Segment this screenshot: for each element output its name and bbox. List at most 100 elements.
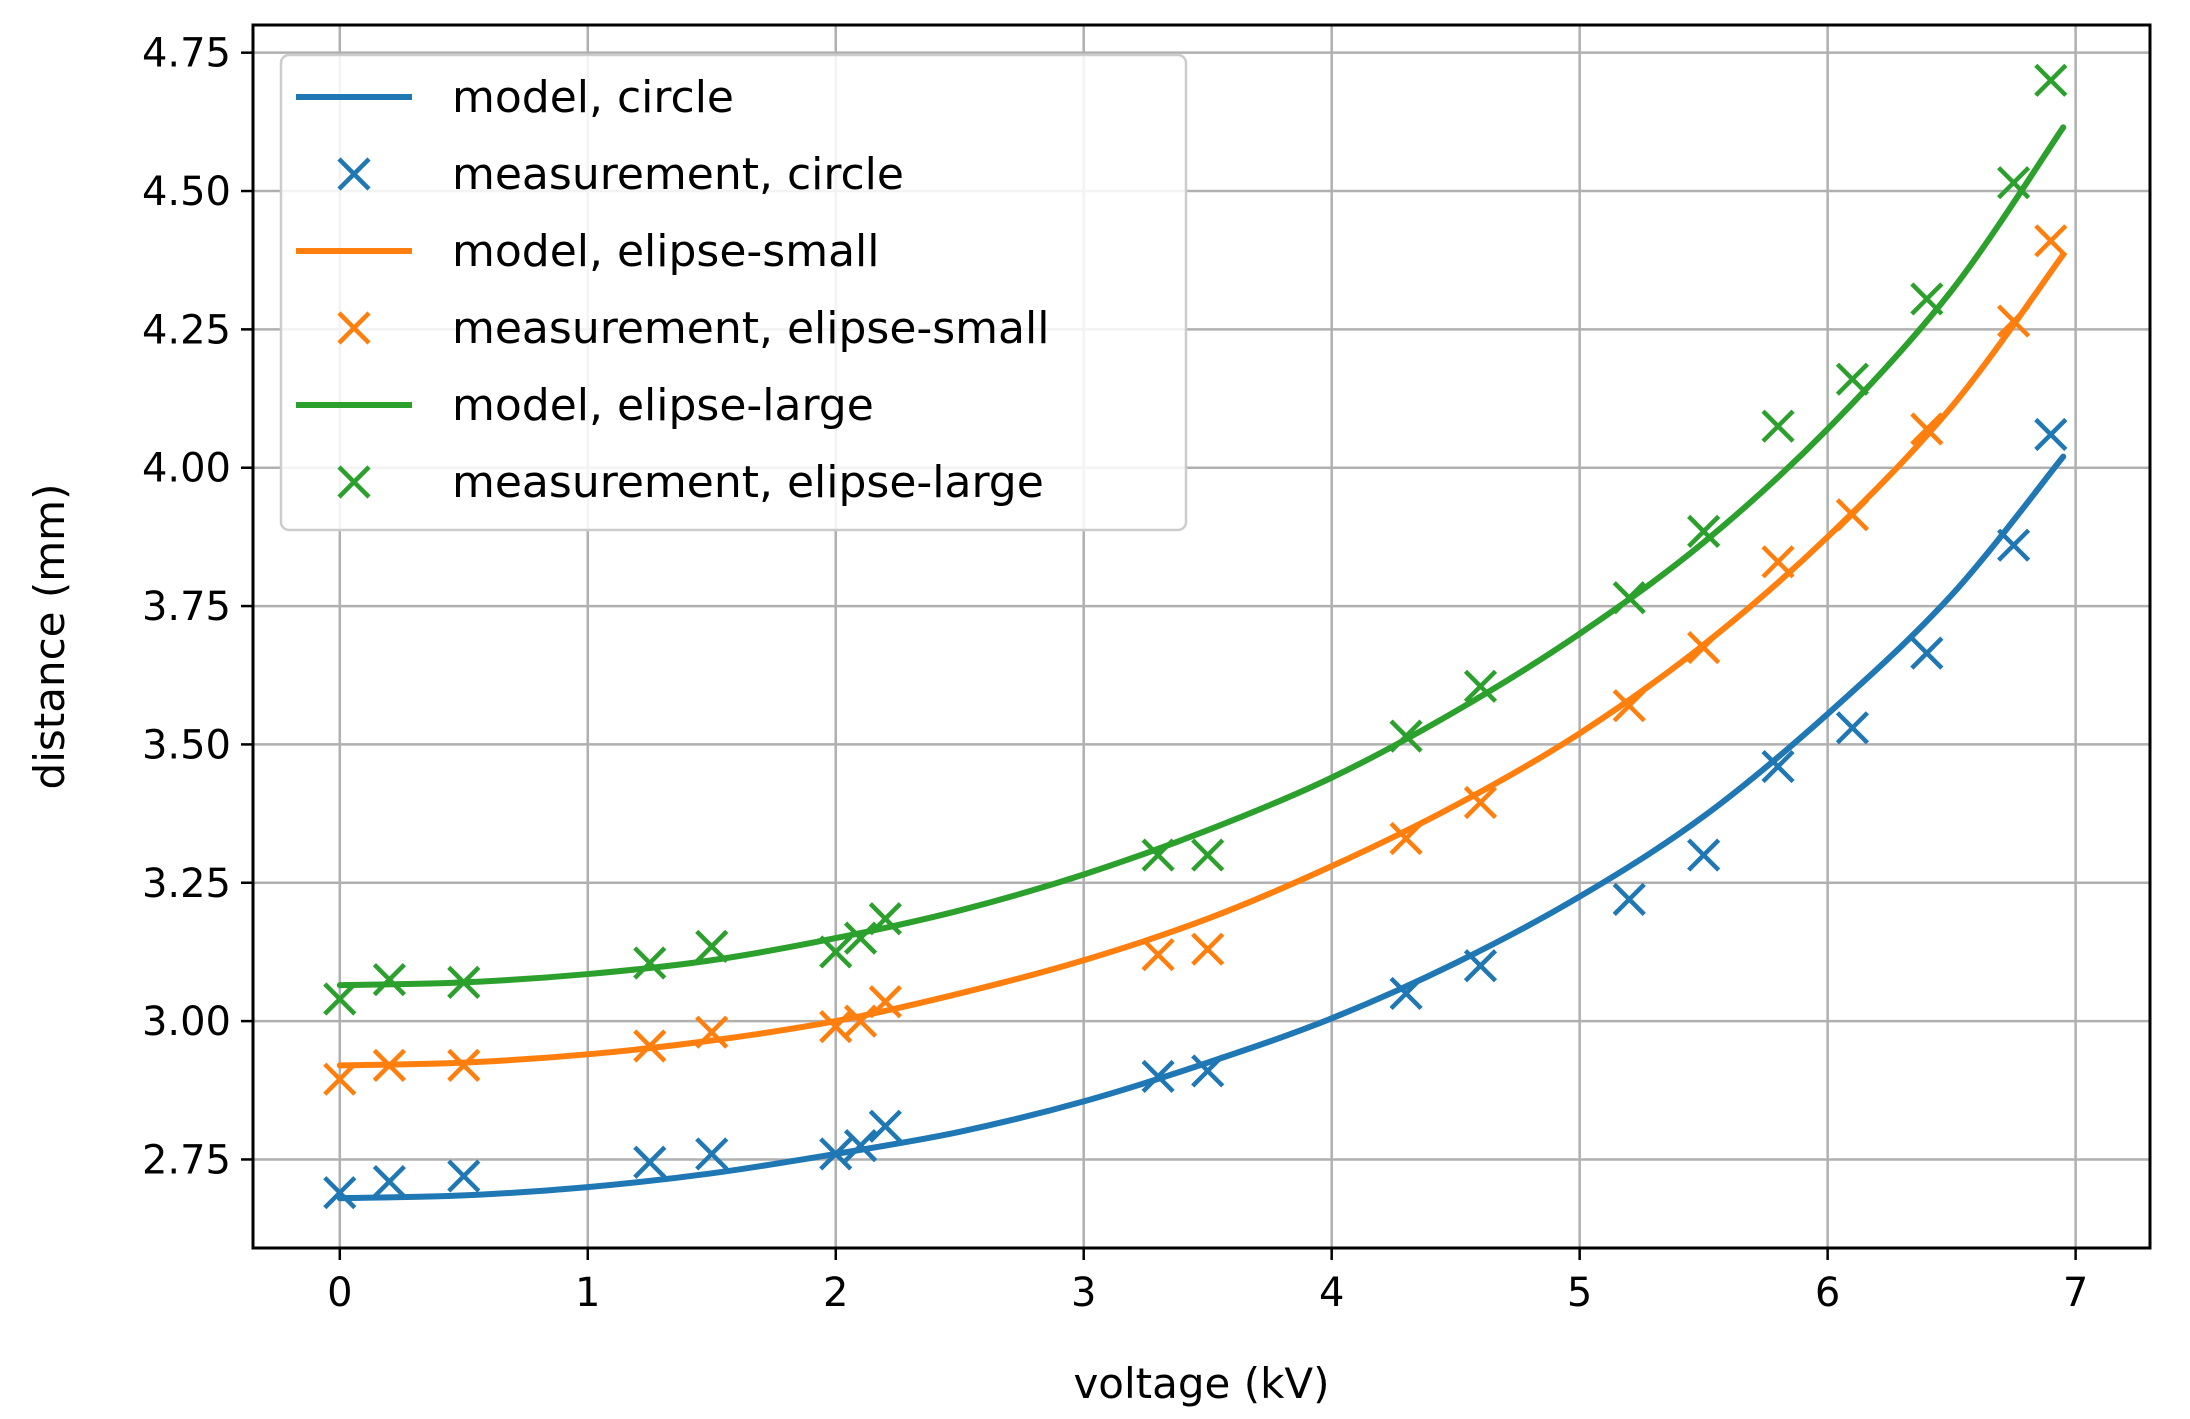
axis-ticks: 0 1 2 3 4 5 6 7 2.75 3.00 3.25 3.50 3.75 4.00 4.25 4.50… <box>142 31 2088 1316</box>
measurement-point-elipse-small <box>1389 821 1423 856</box>
legend-item: model, elipse-small <box>296 226 880 277</box>
model-line-elipse-large <box>336 124 2067 989</box>
measurement-point-elipse-small <box>843 1004 878 1038</box>
measurement-point-elipse-large <box>1612 581 1646 615</box>
measurement-point-circle <box>1389 976 1423 1011</box>
x-tick-label: 6 <box>1815 1270 1840 1316</box>
legend-item: measurement, circle <box>337 149 904 200</box>
x-tick-label: 2 <box>823 1270 848 1316</box>
x-tick-label: 0 <box>327 1270 352 1316</box>
x-tick-label: 5 <box>1567 1270 1592 1316</box>
measurement-point-circle <box>323 1176 357 1210</box>
x-tick-label: 4 <box>1319 1270 1344 1316</box>
measurement-point-circle <box>1910 636 1944 670</box>
y-tick-label: 3.00 <box>142 999 231 1045</box>
measurement-point-circle <box>819 1137 853 1171</box>
measurement-point-elipse-large <box>372 963 406 997</box>
measurement-point-elipse-large <box>695 929 729 963</box>
legend-marker-swatch <box>337 311 371 345</box>
series-elipse-small <box>323 224 2068 1096</box>
y-tick-label: 3.50 <box>142 722 231 768</box>
legend-item: measurement, elipse-small <box>337 303 1049 354</box>
legend-item: model, elipse-large <box>296 380 874 431</box>
y-tick-label: 3.25 <box>142 861 231 907</box>
legend-label: model, elipse-large <box>452 380 874 431</box>
measurement-point-elipse-large <box>1389 719 1423 753</box>
x-tick-label: 3 <box>1071 1270 1096 1316</box>
legend: model, circle measurement, circle model, e… <box>279 53 1188 532</box>
measurement-point-elipse-large <box>843 921 878 955</box>
measurement-point-elipse-small <box>1612 689 1646 723</box>
legend-label: model, elipse-small <box>452 226 880 277</box>
series-layer <box>323 63 2068 1210</box>
measurement-point-elipse-large <box>323 982 357 1016</box>
measurement-point-elipse-small <box>695 1015 729 1049</box>
measurement-point-elipse-small <box>2034 224 2068 258</box>
measurement-point-elipse-small <box>1910 412 1944 446</box>
measurement-point-circle <box>1761 749 1795 784</box>
measurement-point-circle <box>843 1129 878 1163</box>
y-axis-label: distance (mm) <box>25 484 74 790</box>
y-tick-label: 4.00 <box>142 446 231 492</box>
measurement-point-circle <box>1835 711 1870 745</box>
measurement-point-elipse-small <box>1835 498 1870 532</box>
measurement-point-elipse-small <box>1997 304 2031 338</box>
measurement-point-circle <box>868 1109 902 1143</box>
measurement-point-elipse-large <box>1463 669 1498 703</box>
measurement-point-circle <box>1141 1059 1175 1094</box>
measurement-point-circle <box>2034 417 2068 452</box>
measurement-point-elipse-large <box>633 946 667 980</box>
measurement-point-elipse-small <box>372 1048 406 1082</box>
x-tick-label: 1 <box>575 1270 600 1316</box>
measurement-point-elipse-small <box>1761 545 1795 579</box>
measurement-point-circle <box>1687 838 1721 872</box>
legend-label: measurement, circle <box>452 149 904 200</box>
measurement-point-elipse-large <box>1761 409 1795 443</box>
measurement-point-circle <box>447 1159 481 1193</box>
y-tick-label: 2.75 <box>142 1137 231 1183</box>
measurement-point-elipse-small <box>1463 785 1498 820</box>
measurement-point-elipse-large <box>1687 514 1721 548</box>
legend-marker-swatch <box>337 465 371 499</box>
measurement-point-elipse-large <box>1997 166 2031 200</box>
measurement-point-elipse-small <box>1191 932 1225 966</box>
measurement-point-elipse-small <box>819 1010 853 1044</box>
legend-item: model, circle <box>296 72 734 123</box>
x-tick-label: 7 <box>2063 1270 2088 1316</box>
measurement-point-elipse-large <box>1910 282 1944 316</box>
measurement-point-elipse-small <box>1687 630 1721 665</box>
legend-label: measurement, elipse-small <box>452 303 1049 354</box>
measurement-point-elipse-large <box>819 935 853 969</box>
model-line-elipse-small <box>336 251 2067 1069</box>
y-tick-label: 4.75 <box>142 31 231 77</box>
measurement-point-elipse-large <box>1835 362 1870 396</box>
y-tick-label: 3.75 <box>142 584 231 630</box>
series-circle <box>323 417 2068 1210</box>
measurement-point-elipse-large <box>1141 838 1175 872</box>
y-tick-label: 4.50 <box>142 169 231 215</box>
measurement-point-elipse-large <box>1191 838 1225 872</box>
legend-marker-swatch <box>337 157 371 191</box>
legend-label: measurement, elipse-large <box>452 457 1044 508</box>
measurement-point-circle <box>695 1137 729 1171</box>
x-axis-label: voltage (kV) <box>1073 1359 1329 1408</box>
measurement-point-circle <box>1612 882 1646 916</box>
measurement-point-elipse-small <box>447 1048 481 1082</box>
measurement-point-elipse-large <box>2034 63 2068 97</box>
legend-item: measurement, elipse-large <box>337 457 1044 508</box>
measurement-point-elipse-small <box>633 1029 667 1063</box>
model-line-circle <box>336 453 2067 1202</box>
series-elipse-large <box>323 63 2068 1016</box>
y-tick-label: 4.25 <box>142 307 231 353</box>
measurement-point-circle <box>372 1164 406 1199</box>
measurement-point-circle <box>633 1145 667 1179</box>
measurement-point-elipse-small <box>323 1062 357 1096</box>
measurement-point-elipse-large <box>868 902 902 936</box>
measurement-point-elipse-small <box>1141 938 1175 972</box>
plot-frame <box>251 23 2152 1250</box>
measurement-point-elipse-small <box>868 985 902 1019</box>
measurement-point-circle <box>1191 1054 1225 1088</box>
measurement-point-circle <box>1997 528 2031 562</box>
measurement-point-circle <box>1463 949 1498 983</box>
